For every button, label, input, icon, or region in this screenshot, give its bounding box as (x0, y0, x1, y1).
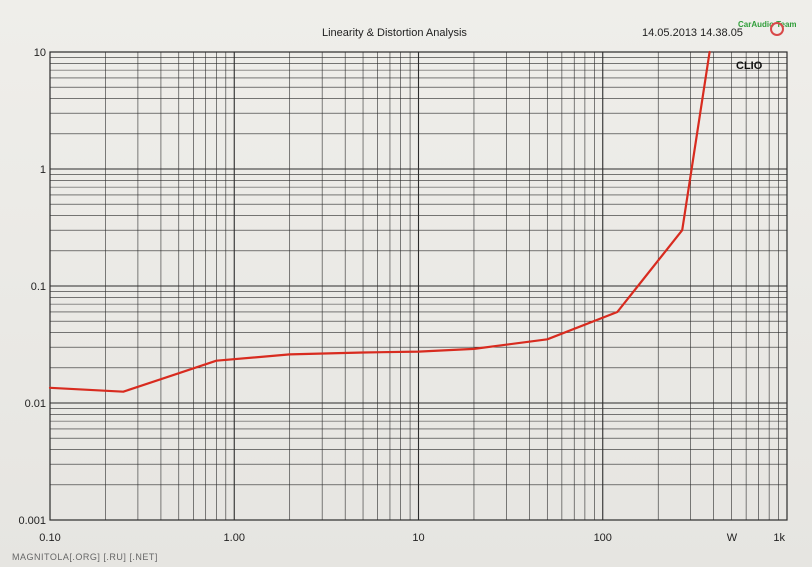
y-tick-label: 1 (40, 164, 46, 176)
chart-title: Linearity & Distortion Analysis (322, 27, 467, 39)
logo-icon (770, 22, 784, 36)
x-tick-label: 0.10 (39, 532, 60, 544)
x-tick-label: 1.00 (224, 532, 245, 544)
grid (49, 51, 788, 521)
y-tick-label: 10 (34, 47, 46, 59)
brand-label: CLIO (736, 60, 763, 72)
x-tick-label: 100 (594, 532, 612, 544)
x-unit-label: W (727, 532, 738, 544)
series-layer (48, 50, 711, 393)
timestamp: 14.05.2013 14.38.05 (642, 27, 743, 39)
y-tick-label: 0.1 (31, 281, 46, 293)
y-tick-label: 0.001 (18, 515, 46, 527)
logo-text: CarAudio Team (738, 20, 797, 29)
watermark: MAGNITOLA[.ORG] [.RU] [.NET] (12, 552, 158, 562)
series-line (48, 50, 711, 393)
x-tick-label: 1k (773, 532, 785, 544)
x-tick-label: 10 (412, 532, 424, 544)
tick-labels: 0.10 1.00 10 100 1k W 10 1 0.1 0.01 0.001 (18, 47, 785, 544)
y-tick-label: 0.01 (25, 398, 46, 410)
